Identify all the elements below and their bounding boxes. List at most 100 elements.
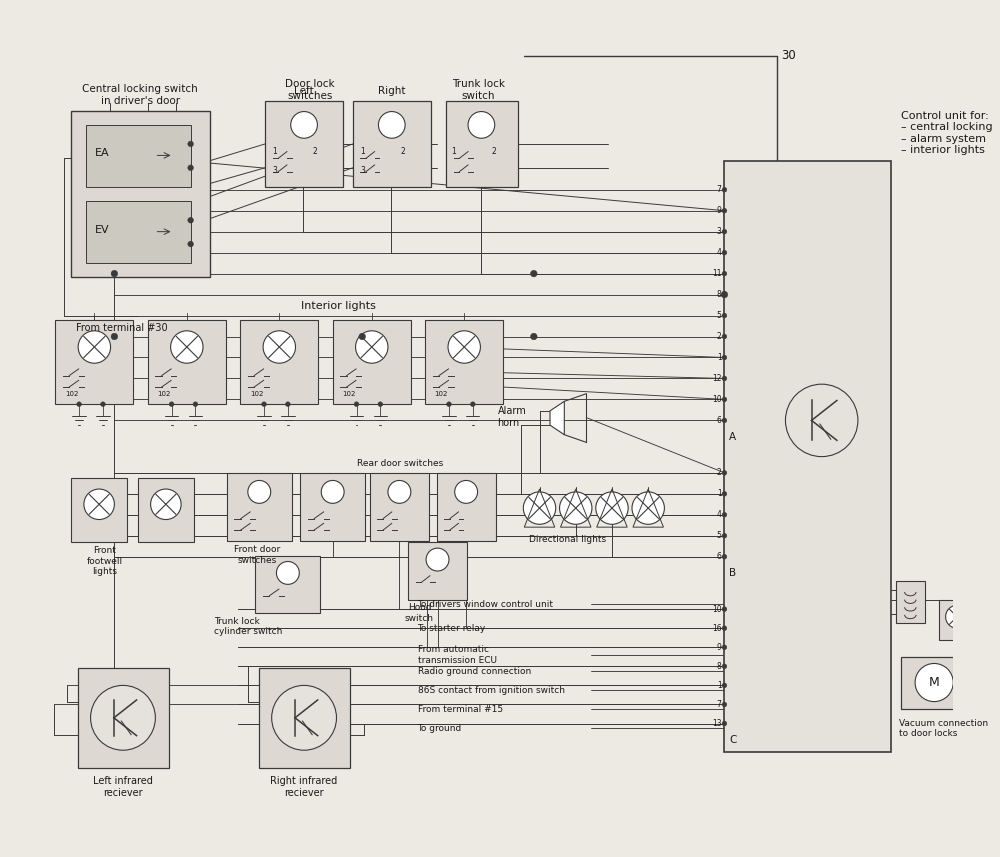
Text: 1: 1 (360, 147, 365, 156)
Circle shape (530, 333, 537, 340)
Text: 1: 1 (717, 489, 722, 498)
Circle shape (785, 384, 858, 457)
Circle shape (722, 702, 727, 707)
Text: Left infrared
reciever: Left infrared reciever (93, 776, 153, 798)
Circle shape (193, 402, 198, 406)
Text: Front
footwell
lights: Front footwell lights (87, 546, 123, 576)
Circle shape (946, 605, 968, 628)
Circle shape (378, 402, 383, 406)
Bar (71, 477, 127, 542)
Circle shape (188, 218, 194, 223)
Text: 10: 10 (712, 395, 722, 404)
Circle shape (523, 492, 556, 524)
Text: 3: 3 (273, 166, 277, 175)
Text: Interior lights: Interior lights (301, 301, 376, 311)
Circle shape (447, 402, 451, 406)
Circle shape (171, 331, 203, 363)
Circle shape (359, 333, 366, 340)
Text: 2: 2 (492, 147, 497, 156)
Bar (408, 542, 467, 600)
Circle shape (722, 683, 727, 688)
Circle shape (468, 111, 495, 138)
Circle shape (388, 481, 411, 503)
Text: 1: 1 (717, 681, 722, 690)
Circle shape (596, 492, 628, 524)
Circle shape (426, 548, 449, 571)
Text: Directional lights: Directional lights (529, 535, 606, 544)
Text: Rear door switches: Rear door switches (357, 459, 443, 468)
Text: From terminal #30: From terminal #30 (76, 323, 168, 333)
Polygon shape (550, 401, 564, 434)
Bar (55, 321, 133, 405)
Circle shape (530, 270, 537, 277)
Circle shape (448, 331, 480, 363)
Circle shape (101, 402, 105, 406)
Circle shape (248, 481, 271, 503)
Text: 1: 1 (273, 147, 277, 156)
Text: 7: 7 (717, 700, 722, 709)
Text: Alarm
horn: Alarm horn (498, 406, 526, 428)
Bar (300, 473, 365, 542)
Circle shape (84, 489, 114, 519)
Bar (71, 111, 210, 278)
Text: 3: 3 (717, 227, 722, 237)
Bar (265, 101, 343, 187)
Circle shape (721, 291, 728, 298)
Text: 8: 8 (717, 290, 722, 299)
Circle shape (151, 489, 181, 519)
Bar (259, 668, 350, 769)
Circle shape (263, 331, 295, 363)
Circle shape (356, 331, 388, 363)
Text: 2: 2 (313, 147, 317, 156)
Circle shape (78, 331, 111, 363)
Bar (446, 101, 518, 187)
Bar (86, 125, 191, 187)
Circle shape (169, 402, 174, 406)
Circle shape (722, 470, 727, 476)
Text: Right infrared
reciever: Right infrared reciever (270, 776, 338, 798)
Text: B: B (729, 568, 736, 578)
Bar (240, 321, 318, 405)
Text: 8: 8 (717, 662, 722, 671)
Text: 2: 2 (400, 147, 405, 156)
Text: EV: EV (95, 225, 110, 235)
Bar (370, 473, 429, 542)
Text: 2: 2 (717, 332, 722, 341)
Text: 3: 3 (360, 166, 365, 175)
Text: To starter relay: To starter relay (418, 624, 486, 632)
Text: To drivers window control unit: To drivers window control unit (418, 600, 554, 608)
Bar (138, 477, 194, 542)
Circle shape (722, 188, 727, 192)
Circle shape (722, 376, 727, 381)
Text: 4: 4 (717, 249, 722, 257)
Circle shape (722, 230, 727, 234)
Circle shape (722, 626, 727, 631)
Circle shape (470, 402, 475, 406)
Circle shape (291, 111, 317, 138)
Text: 1: 1 (451, 147, 456, 156)
Bar (939, 600, 975, 639)
Circle shape (188, 241, 194, 247)
Circle shape (722, 491, 727, 496)
Text: 4: 4 (717, 510, 722, 519)
Circle shape (285, 402, 290, 406)
Circle shape (321, 481, 344, 503)
Bar (353, 101, 431, 187)
Text: 86S contact from ignition switch: 86S contact from ignition switch (418, 686, 565, 695)
Text: Right: Right (378, 87, 406, 96)
Text: 9: 9 (717, 643, 722, 652)
Text: To ground: To ground (418, 724, 462, 733)
Text: 5: 5 (717, 531, 722, 540)
Bar (78, 668, 169, 769)
Bar (255, 555, 320, 613)
Text: Radio ground connection: Radio ground connection (418, 667, 531, 675)
Circle shape (188, 141, 194, 147)
Text: 16: 16 (712, 624, 722, 632)
Bar (86, 201, 191, 263)
Circle shape (722, 644, 727, 650)
Text: 10: 10 (712, 605, 722, 614)
Bar (896, 580, 925, 623)
Bar (724, 161, 891, 752)
Text: 9: 9 (717, 207, 722, 215)
Circle shape (722, 664, 727, 668)
